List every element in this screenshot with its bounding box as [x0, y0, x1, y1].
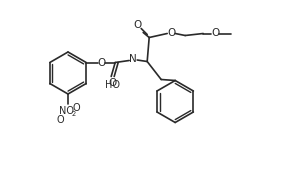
Text: O: O [108, 78, 116, 88]
Text: 2: 2 [71, 111, 76, 116]
Text: HO: HO [105, 80, 120, 89]
Text: O: O [133, 20, 141, 30]
Text: N: N [129, 54, 137, 65]
Text: O: O [98, 57, 106, 67]
Text: O: O [56, 115, 64, 125]
Text: O: O [167, 28, 175, 38]
Text: O: O [211, 29, 219, 39]
Text: NO: NO [59, 106, 75, 116]
Text: O: O [72, 103, 80, 113]
